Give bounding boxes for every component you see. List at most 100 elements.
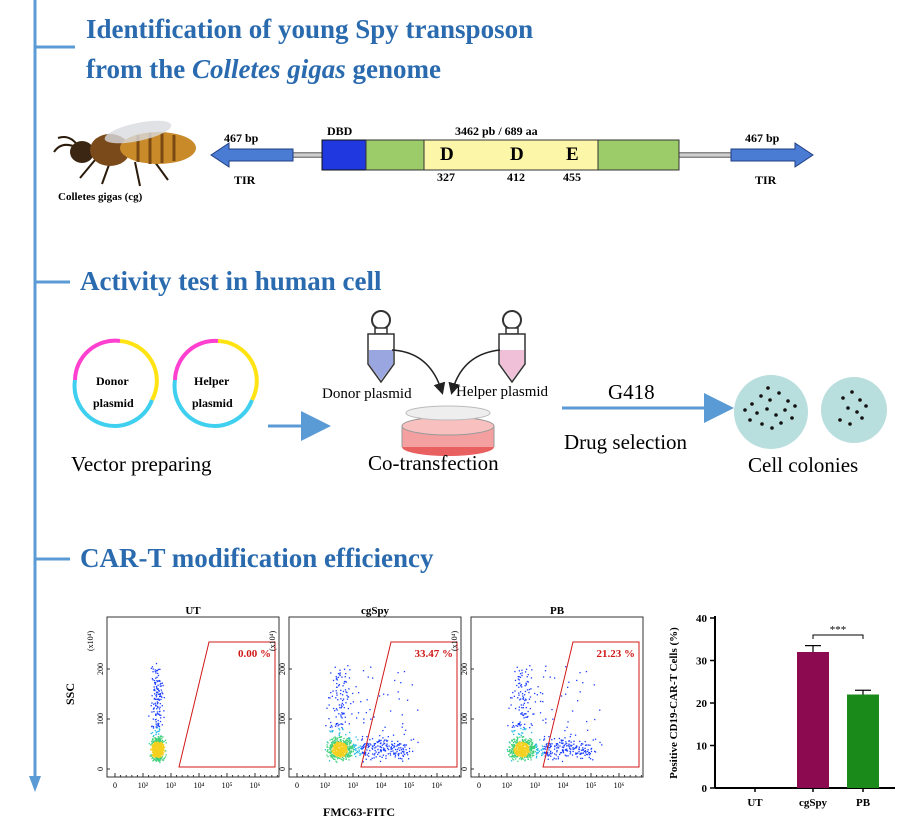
flow-frame	[106, 616, 280, 778]
flow-y-tick: 200	[96, 663, 105, 675]
flow-exponent: (x10⁴)	[268, 631, 277, 651]
helper-ring-word1: Helper	[194, 374, 230, 388]
flow-x-tick: 10²	[138, 781, 149, 790]
flow-y-label: SSC	[63, 682, 77, 705]
dbd-domain	[321, 139, 367, 171]
flow-x-tick: 10⁵	[586, 781, 597, 790]
flow-x-tick: 10³	[348, 781, 359, 790]
flow-x-tick: 10⁴	[194, 781, 205, 790]
donor-tube	[367, 310, 395, 384]
flow-gate-percent: 0.00 %	[238, 648, 271, 660]
motif-d1: D	[440, 144, 454, 165]
bar-chart: 0 10 20 30 40 Positive CD19-CAR-T Cells (%) UT…	[668, 613, 895, 809]
flow-y-tick: 100	[460, 713, 469, 725]
flow-y-tick: 0	[278, 767, 287, 771]
section-title-identification: Identification of young Spy transposon	[86, 14, 534, 44]
helper-ring-word2: plasmid	[192, 396, 233, 410]
length-label: 3462 pb / 689 aa	[455, 124, 538, 138]
flow-x-tick: 10⁴	[558, 781, 569, 790]
step-co-transfection: Co-transfection	[368, 451, 499, 475]
bar-y-tick: 10	[696, 741, 708, 753]
donor-ring-word1: Donor	[96, 374, 129, 388]
motif-pos-2: 412	[507, 170, 525, 184]
bar-x-tick: PB	[856, 797, 871, 809]
significance-bracket	[812, 634, 864, 639]
flow-gate-percent: 33.47 %	[415, 648, 454, 660]
bar-y-tick: 0	[702, 783, 708, 795]
flow-x-tick: 10⁵	[222, 781, 233, 790]
section-title-cart: CAR-T modification efficiency	[80, 543, 434, 573]
motif-e: E	[566, 144, 579, 165]
flow-y-tick: 100	[278, 713, 287, 725]
flow-gate	[360, 641, 458, 768]
flow-exponent: (x10⁴)	[86, 631, 95, 651]
flow-panel-title: PB	[550, 605, 565, 617]
significance-label: ***	[830, 624, 847, 636]
transposon-map	[210, 139, 814, 171]
flow-scatter	[148, 662, 167, 764]
flow-gate	[542, 641, 640, 768]
flow-scatter	[506, 665, 603, 763]
flow-x-tick: 10³	[530, 781, 541, 790]
colony-plate-2	[821, 377, 887, 443]
flow-x-tick: 10⁵	[404, 781, 415, 790]
flow-x-tick: 10⁶	[614, 781, 625, 790]
workflow-graphics	[72, 310, 887, 456]
step-vector-preparing: Vector preparing	[71, 452, 212, 476]
flow-x-tick: 10⁶	[250, 781, 261, 790]
tube-donor-label: Donor plasmid	[322, 386, 412, 402]
flow-y-tick: 100	[96, 713, 105, 725]
flow-y-tick: 200	[278, 663, 287, 675]
dbd-label: DBD	[327, 124, 353, 138]
step-cell-colonies: Cell colonies	[748, 453, 859, 477]
right-tir-bp: 467 bp	[745, 131, 780, 145]
flow-panel-ut: UT (x10⁴) 0 100 200 0 10² 10³ 10⁴ 10⁵ 10⁶ 0.00 %	[82, 603, 294, 808]
flow-y-tick: 200	[460, 663, 469, 675]
donor-plasmid-ring	[72, 338, 159, 428]
flow-y-tick: 0	[460, 767, 469, 771]
catalytic-domain	[423, 139, 599, 171]
species-label: Colletes gigas (cg)	[58, 191, 143, 203]
flow-scatter	[324, 665, 419, 763]
section-title-identification-line2: from the Colletes gigas genome	[86, 54, 441, 84]
flow-panel-title: cgSpy	[361, 605, 390, 617]
flow-frame	[470, 616, 644, 778]
motif-d2: D	[510, 144, 524, 165]
bee-illustration	[53, 120, 196, 187]
bar-x-tick: UT	[747, 797, 763, 809]
helper-plasmid-ring	[172, 338, 259, 428]
left-tir-label: TIR	[234, 173, 256, 187]
donor-ring-word2: plasmid	[93, 396, 134, 410]
flow-x-tick: 10²	[320, 781, 331, 790]
flow-x-tick: 10³	[166, 781, 177, 790]
flow-x-tick: 0	[477, 781, 481, 790]
flow-x-tick: 10⁶	[432, 781, 443, 790]
right-tir-label: TIR	[755, 173, 777, 187]
colony-plate-1	[734, 375, 808, 449]
flow-gate-percent: 21.23 %	[597, 648, 636, 660]
motif-pos-3: 455	[563, 170, 581, 184]
bar-pb	[847, 694, 879, 788]
drug-selection-label: Drug selection	[564, 430, 688, 454]
helper-tube	[498, 310, 526, 384]
motif-pos-1: 327	[437, 170, 455, 184]
bar-x-tick: cgSpy	[799, 797, 828, 809]
flow-x-tick: 0	[295, 781, 299, 790]
flow-x-tick: 0	[113, 781, 117, 790]
flow-panel-cgspy: cgSpy (x10⁴) 0 100 200 0 10² 10³ 10⁴ 10⁵ 10⁶ 33.47 …	[264, 603, 476, 808]
petri-dish	[401, 405, 495, 456]
flow-x-label: FMC63-FITC	[323, 805, 395, 819]
flow-panel-title: UT	[185, 605, 201, 617]
flow-y-tick: 0	[96, 767, 105, 771]
bar-y-label: Positive CD19-CAR-T Cells (%)	[668, 627, 680, 779]
bar-y-tick: 30	[696, 656, 708, 668]
left-tir-arrow	[210, 142, 294, 168]
bar-y-tick: 20	[696, 698, 708, 710]
drug-name: G418	[608, 380, 655, 404]
tube-helper-label: Helper plasmid	[456, 384, 549, 400]
flow-exponent: (x10⁴)	[450, 631, 459, 651]
timeline-arrowhead	[29, 776, 41, 792]
flow-gate	[178, 641, 276, 768]
left-tir-bp: 467 bp	[224, 131, 259, 145]
